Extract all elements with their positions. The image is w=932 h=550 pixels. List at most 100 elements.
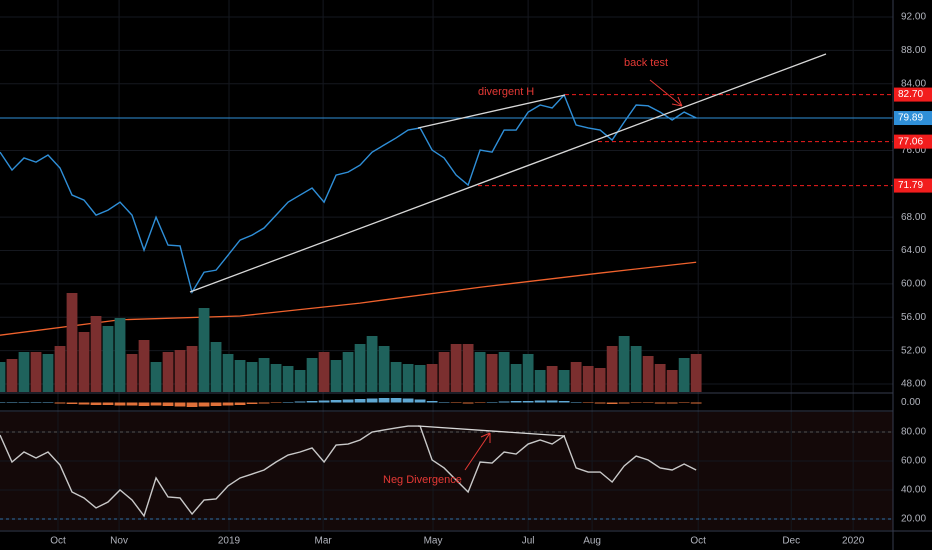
macd-bar xyxy=(546,400,558,403)
volume-bar xyxy=(246,362,258,392)
macd-bar xyxy=(618,402,630,404)
price-label: 82.70 xyxy=(898,89,923,100)
trend-line xyxy=(189,53,827,293)
macd-bar xyxy=(690,402,702,404)
volume-bar xyxy=(330,360,342,392)
x-tick-label: Jul xyxy=(522,536,535,547)
y-tick-label: 48.00 xyxy=(901,379,926,390)
volume-bar xyxy=(450,344,462,392)
volume-bar xyxy=(90,316,102,392)
x-tick-label: Aug xyxy=(583,536,601,547)
volume-bar xyxy=(102,326,114,392)
macd-bar xyxy=(246,402,258,404)
volume-bar xyxy=(78,332,90,392)
volume-bar xyxy=(486,354,498,392)
price-label-box xyxy=(894,111,932,126)
x-tick-label: Oct xyxy=(50,536,66,547)
divergence-line xyxy=(417,94,566,129)
macd-bar xyxy=(378,398,390,403)
volume-bar xyxy=(306,358,318,392)
volume-bar xyxy=(210,342,222,392)
macd-bar xyxy=(54,402,66,404)
x-tick-label: Nov xyxy=(110,536,128,547)
volume-bar xyxy=(270,364,282,392)
macd-bar xyxy=(66,402,78,404)
rsi-line xyxy=(0,425,697,518)
annotation: divergent H xyxy=(478,86,534,98)
volume-bar xyxy=(546,366,558,392)
macd-bar xyxy=(114,402,126,406)
volume-bar xyxy=(498,352,510,392)
macd-bar xyxy=(630,402,642,403)
macd-bar xyxy=(162,402,174,406)
macd-bar xyxy=(606,402,618,404)
macd-bar xyxy=(486,402,498,403)
y-tick-label: 60.00 xyxy=(901,279,926,290)
arrow xyxy=(649,79,683,107)
y-tick-label: 60.00 xyxy=(901,456,926,467)
volume-bar xyxy=(462,344,474,392)
y-tick-label: 0.00 xyxy=(901,397,921,408)
annotation: back test xyxy=(624,57,668,69)
price-line xyxy=(0,93,697,295)
y-tick-label: 40.00 xyxy=(901,485,926,496)
macd-bar xyxy=(462,402,474,404)
macd-bar xyxy=(198,402,210,407)
volume-bar xyxy=(642,356,654,392)
macd-bar xyxy=(654,402,666,404)
y-tick-label: 56.00 xyxy=(901,312,926,323)
macd-bar xyxy=(402,398,414,403)
macd-bar xyxy=(78,402,90,405)
annotation: Neg Divergence xyxy=(383,474,462,486)
volume-bar xyxy=(162,352,174,392)
volume-bar xyxy=(138,340,150,392)
macd-bar xyxy=(18,402,30,403)
macd-bar xyxy=(438,402,450,403)
y-tick-label: 92.00 xyxy=(901,12,926,23)
volume-bar xyxy=(630,346,642,392)
volume-bar xyxy=(222,354,234,392)
macd-bar xyxy=(294,401,306,403)
volume-bar xyxy=(594,368,606,392)
volume-bar xyxy=(690,354,702,392)
y-tick-label: 20.00 xyxy=(901,514,926,525)
volume-bar xyxy=(354,344,366,392)
volume-bar xyxy=(666,370,678,392)
y-tick-label: 52.00 xyxy=(901,345,926,356)
volume-bar xyxy=(174,350,186,392)
price-label-box xyxy=(894,87,932,102)
macd-bar xyxy=(666,402,678,404)
x-tick-label: Dec xyxy=(782,536,800,547)
rsi-divergence-line xyxy=(417,425,566,437)
macd-bar xyxy=(642,402,654,403)
price-label: 77.06 xyxy=(898,136,923,147)
macd-bar xyxy=(366,398,378,403)
volume-bar xyxy=(426,364,438,392)
macd-bar xyxy=(186,402,198,407)
macd-bar xyxy=(0,402,6,403)
macd-bar xyxy=(354,399,366,403)
volume-bar xyxy=(342,352,354,392)
volume-bar xyxy=(534,370,546,392)
volume-bar xyxy=(474,352,486,392)
x-tick-label: 2019 xyxy=(218,536,241,547)
volume-bar xyxy=(0,362,6,392)
axis: 92.00 88.00 84.00 76.00 68.00 64.00 60.00 56.00… xyxy=(50,12,932,547)
volume-bar xyxy=(6,359,18,392)
macd-bar xyxy=(90,402,102,405)
macd-bar xyxy=(150,402,162,406)
price-label-box xyxy=(894,178,932,193)
volume-bar xyxy=(186,346,198,392)
macd-bar xyxy=(510,401,522,403)
volume-bar xyxy=(570,362,582,392)
macd-bar xyxy=(570,402,582,403)
macd-bar xyxy=(258,402,270,404)
volume-bar xyxy=(390,362,402,392)
macd-bar xyxy=(582,402,594,403)
x-tick-label: Oct xyxy=(690,536,706,547)
volume-bar xyxy=(318,352,330,392)
volume-bar xyxy=(150,362,162,392)
macd-bar xyxy=(498,401,510,403)
